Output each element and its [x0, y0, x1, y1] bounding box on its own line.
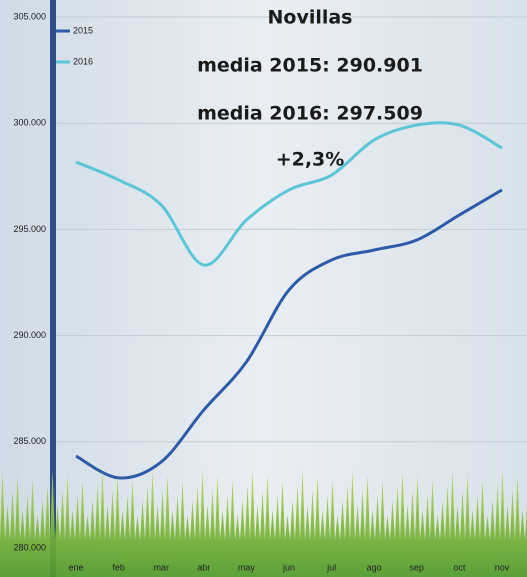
legend-label: 2015	[73, 25, 93, 35]
annotation: media 2015: 290.901	[197, 55, 423, 77]
left-post	[50, 0, 56, 577]
y-tick-label: 300.000	[13, 118, 46, 128]
y-tick-label: 285.000	[13, 436, 46, 446]
x-tick-label: mar	[153, 562, 169, 572]
annotation: media 2016: 297.509	[197, 103, 423, 125]
x-tick-label: feb	[112, 562, 125, 572]
annotation: +2,3%	[276, 149, 345, 171]
x-tick-label: jul	[326, 562, 336, 572]
series-line	[75, 188, 503, 480]
x-tick-label: may	[238, 562, 256, 572]
grass-blades	[0, 470, 527, 577]
legend-label: 2016	[73, 56, 93, 66]
labels: 280.000 285.000 290.000 295.000 300.000 305.0…	[13, 11, 509, 572]
x-tick-label: sep	[410, 562, 425, 572]
x-tick-label: ago	[367, 562, 382, 572]
x-tick-label: jun	[282, 562, 295, 572]
chart-title: Novillas	[267, 7, 352, 29]
x-tick-label: abr	[197, 562, 210, 572]
y-tick-label: 295.000	[13, 224, 46, 234]
x-tick-label: oct	[453, 562, 466, 572]
grass	[0, 470, 527, 577]
y-tick-label: 305.000	[13, 11, 46, 21]
x-tick-label: ene	[68, 562, 83, 572]
lines	[75, 121, 503, 480]
x-tick-label: nov	[495, 562, 510, 572]
series-line	[75, 121, 503, 267]
y-tick-label: 290.000	[13, 330, 46, 340]
y-tick-label: 280.000	[13, 542, 46, 552]
